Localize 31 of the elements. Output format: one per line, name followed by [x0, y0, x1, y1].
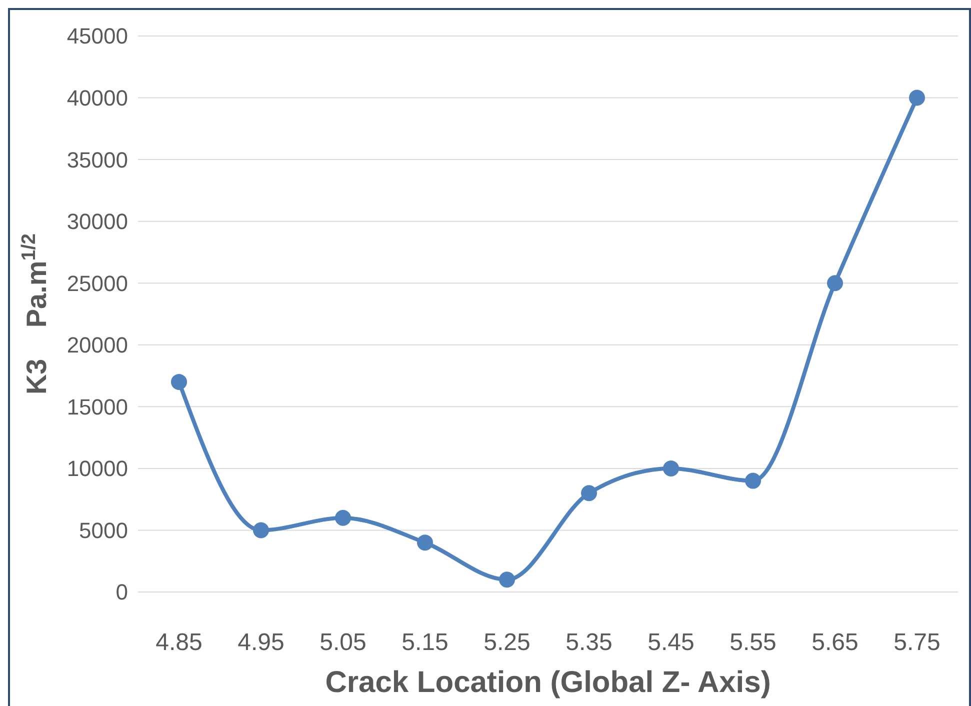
x-tick-label: 5.45	[648, 629, 694, 656]
y-tick-label: 40000	[66, 85, 128, 110]
point	[909, 90, 925, 106]
x-tick-label: 5.35	[566, 629, 612, 656]
x-tick-label: 5.55	[730, 629, 776, 656]
point	[663, 460, 679, 476]
point	[745, 472, 761, 489]
point	[581, 485, 597, 502]
point	[417, 534, 433, 551]
x-tick-label: 4.85	[156, 629, 202, 656]
y-tick-label: 15000	[66, 394, 128, 420]
y-tick-label: 30000	[66, 209, 128, 234]
x-tick-label: 5.25	[484, 629, 530, 656]
y-tick-label: 25000	[66, 270, 128, 296]
point	[253, 522, 269, 538]
x-axis-title: Crack Location (Global Z- Axis)	[325, 666, 771, 699]
y-tick-label: 35000	[66, 147, 128, 172]
y-tick-label: 10000	[66, 456, 128, 482]
y-tick-label: 20000	[66, 332, 128, 358]
x-tick-label: 5.15	[402, 629, 448, 656]
point	[499, 572, 515, 588]
y-tick-label: 0	[116, 580, 128, 605]
point	[827, 275, 843, 292]
y-tick-label: 45000	[66, 24, 128, 49]
x-tick-label: 4.95	[238, 629, 284, 656]
point	[171, 374, 187, 390]
point	[335, 510, 351, 526]
y-tick-label: 5000	[79, 518, 128, 543]
x-tick-label: 5.65	[812, 629, 858, 656]
x-tick-label: 5.75	[894, 629, 940, 656]
x-tick-label: 5.05	[320, 629, 366, 656]
